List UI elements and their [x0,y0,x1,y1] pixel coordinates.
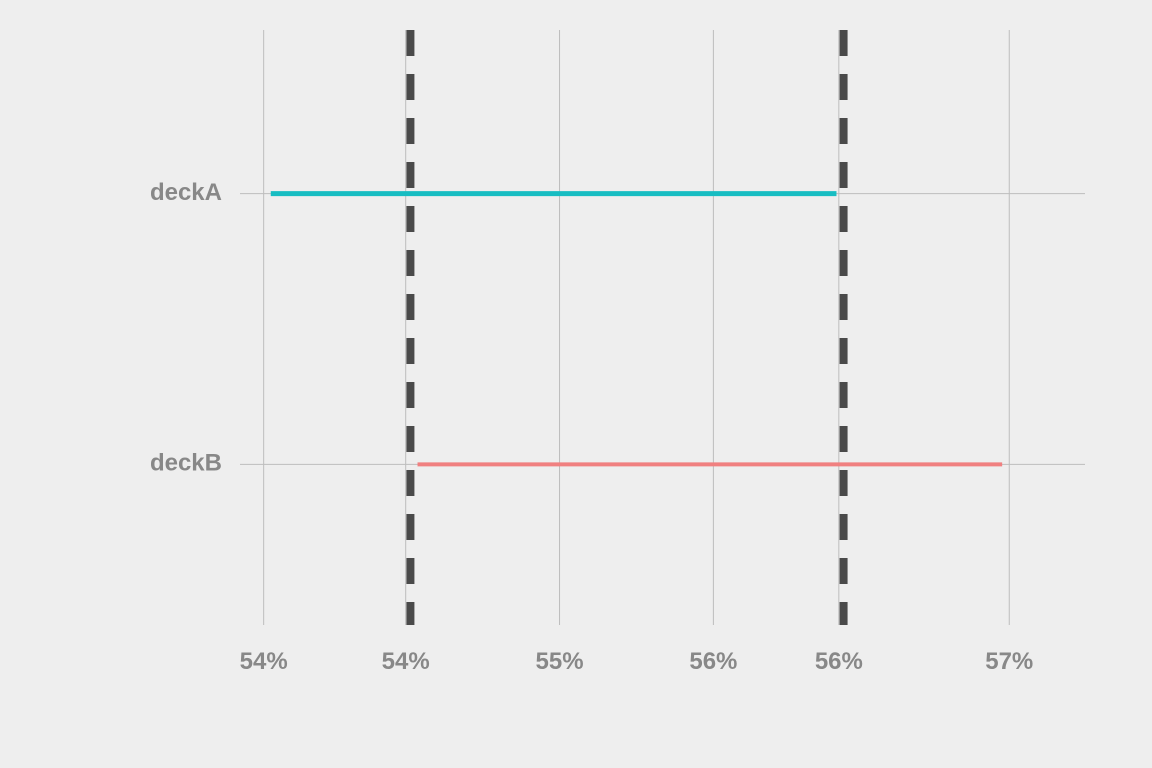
x-tick-label: 54% [382,648,430,675]
x-tick-label: 56% [689,648,737,675]
x-tick-label: 57% [985,648,1033,675]
x-tick-label: 56% [815,648,863,675]
x-tick-label: 54% [240,648,288,675]
y-category-label: deckB [150,450,222,477]
x-tick-label: 55% [536,648,584,675]
interval-chart: 54% 54% 55% 56% 56% 57% deckA deckB [0,0,1152,768]
y-category-label: deckA [150,179,222,206]
